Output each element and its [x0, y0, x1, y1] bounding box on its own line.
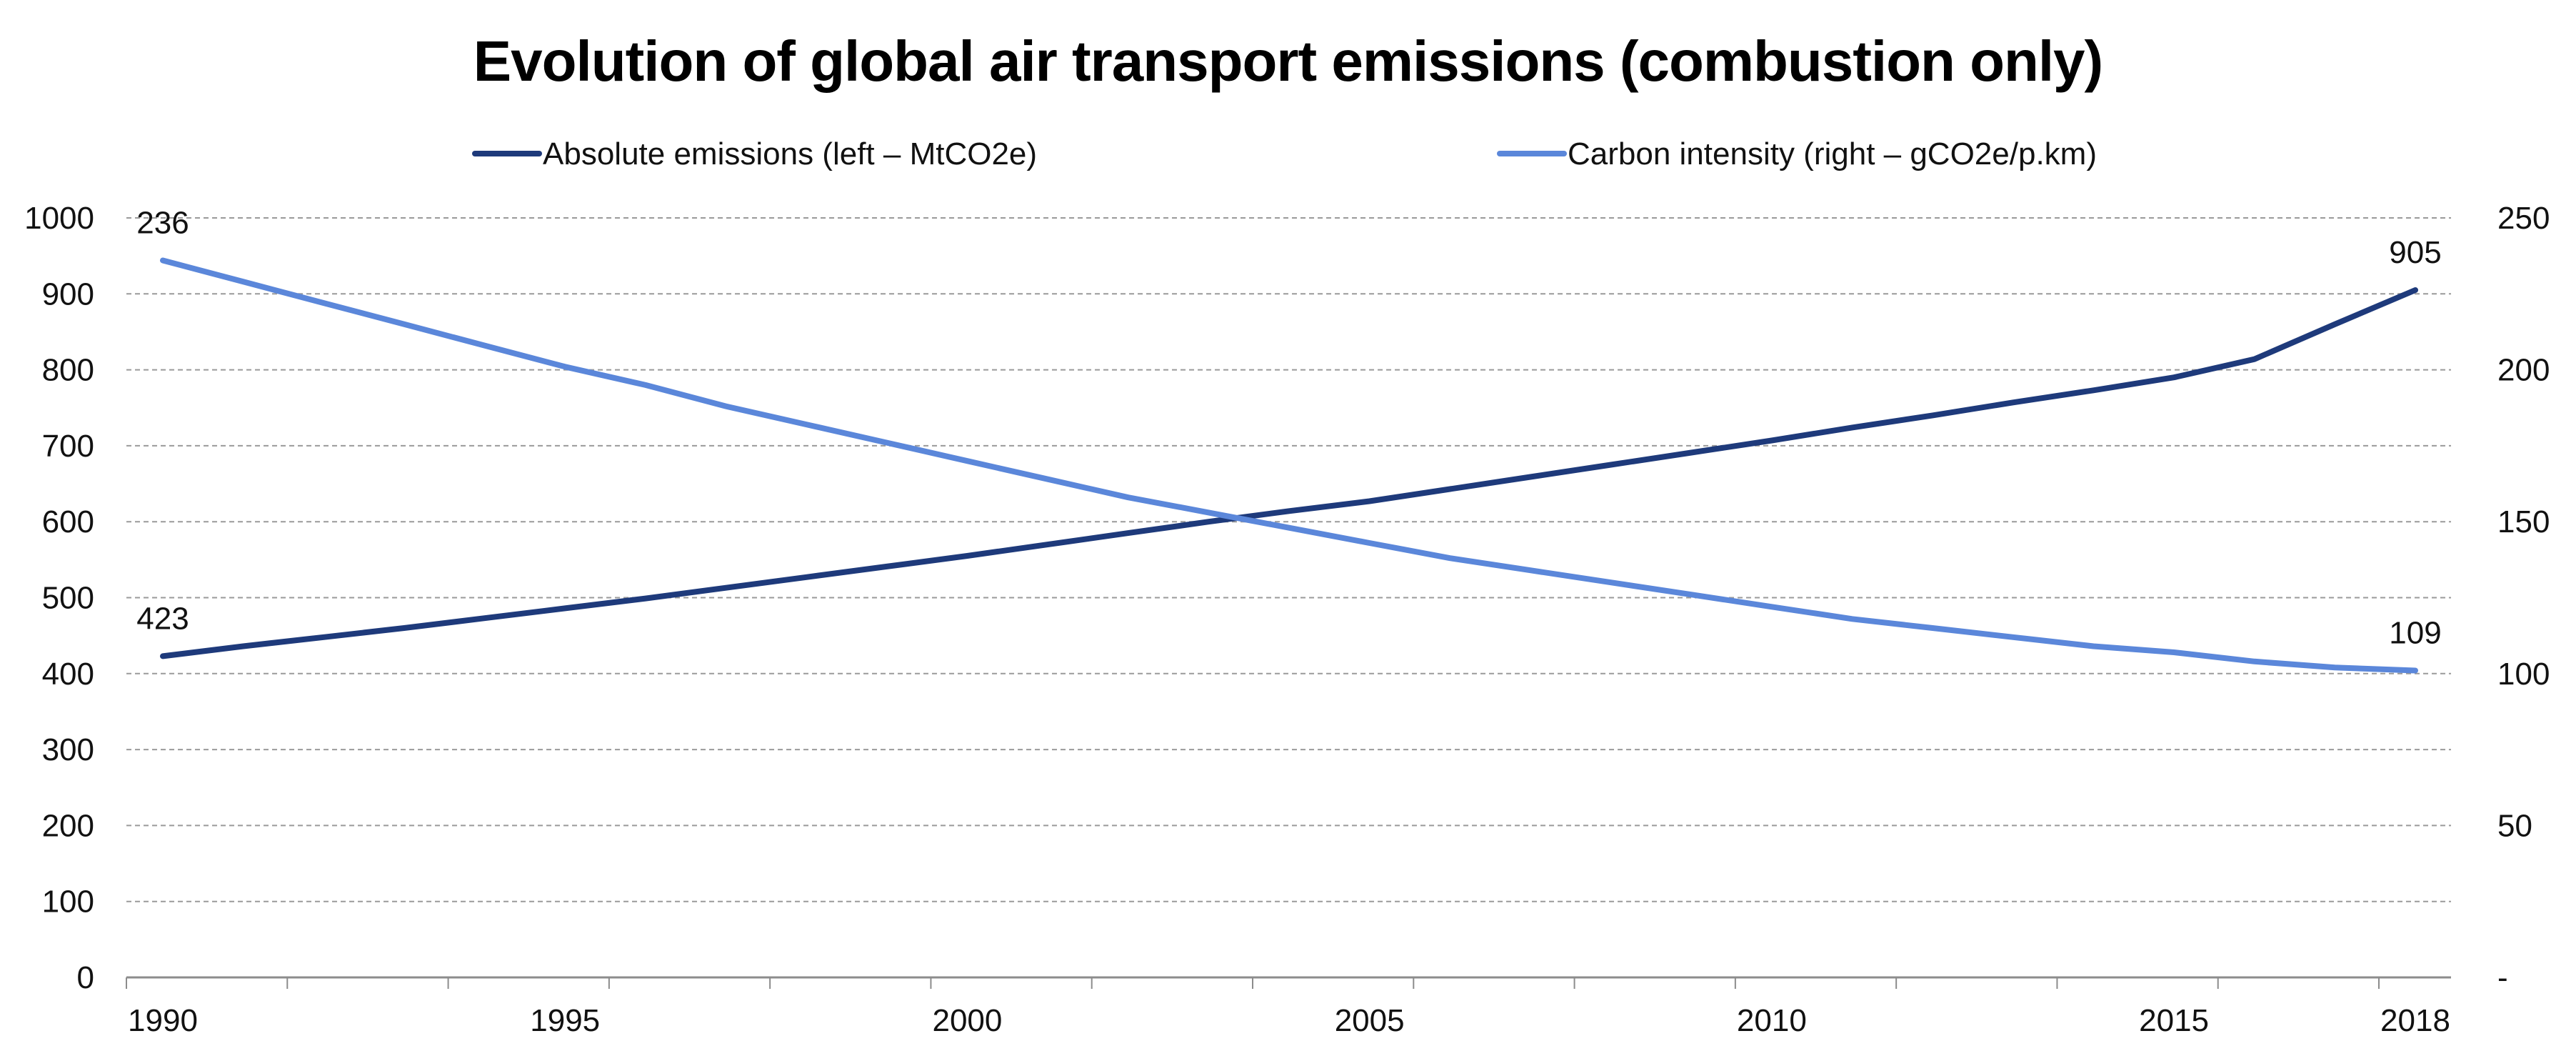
y-right-tick-label: 150	[2497, 504, 2550, 539]
legend-label: Carbon intensity (right – gCO2e/p.km)	[1568, 136, 2097, 171]
y-right-tick-label: 50	[2497, 808, 2532, 843]
y-left-tick-label: 900	[42, 277, 94, 312]
y-right-tick-label: 250	[2497, 201, 2550, 236]
y-right-tick-label: 200	[2497, 353, 2550, 388]
x-tick-label: 2018	[2380, 1003, 2450, 1038]
chart-title: Evolution of global air transport emissi…	[473, 29, 2103, 93]
data-label: 109	[2389, 616, 2441, 651]
y-left-tick-label: 100	[42, 885, 94, 920]
x-tick-label: 1995	[530, 1003, 600, 1038]
y-left-tick-label: 1000	[24, 201, 94, 236]
y-left-tick-label: 600	[42, 504, 94, 539]
x-tick-label: 2005	[1335, 1003, 1405, 1038]
data-label: 905	[2389, 235, 2441, 270]
y-left-tick-label: 700	[42, 429, 94, 464]
x-tick-label: 2010	[1737, 1003, 1807, 1038]
y-left-tick-label: 200	[42, 808, 94, 843]
data-label: 236	[136, 206, 189, 241]
y-left-tick-label: 500	[42, 581, 94, 616]
y-right-tick-label: -	[2497, 960, 2508, 995]
legend-label: Absolute emissions (left – MtCO2e)	[543, 136, 1037, 171]
y-left-tick-label: 300	[42, 732, 94, 767]
y-left-tick-label: 0	[77, 960, 94, 995]
y-left-tick-label: 400	[42, 657, 94, 692]
x-tick-label: 1990	[128, 1003, 198, 1038]
x-tick-label: 2000	[932, 1003, 1002, 1038]
y-right-tick-label: 100	[2497, 657, 2550, 692]
series-line-carbon-intensity	[160, 257, 2418, 674]
y-left-tick-label: 800	[42, 353, 94, 388]
x-tick-label: 2015	[2139, 1003, 2209, 1038]
series-line-absolute-emissions	[160, 287, 2418, 659]
data-label: 423	[136, 601, 189, 636]
